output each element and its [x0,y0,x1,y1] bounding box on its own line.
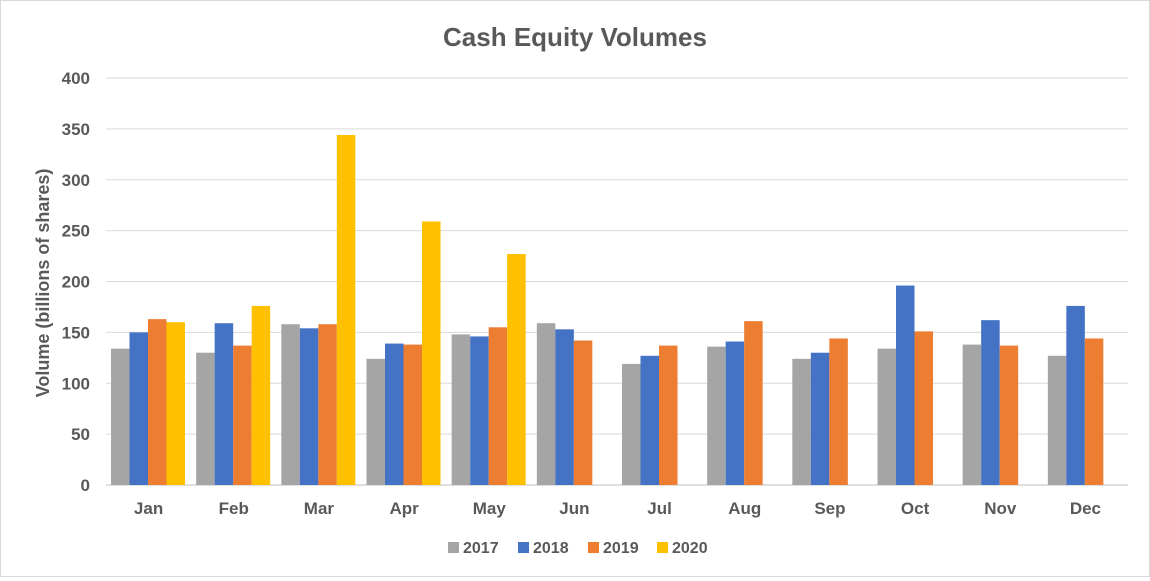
bar-2017-dec [1047,355,1067,485]
bar-2019-may [488,327,508,485]
bar-2017-jun [536,323,556,485]
bar-2020-jan [166,322,185,485]
x-axis-ticks: Jan Feb Mar Apr May Jun Jul Aug Sep Oct Nov Dec [134,499,1101,518]
legend-label-2020: 2020 [672,540,708,557]
y-tick-label: 0 [81,476,90,495]
legend: 2017 2018 2019 2020 [448,540,708,557]
bar-2018-mar [299,328,319,485]
bar-2018-sep [810,352,830,485]
bar-2019-oct [914,331,933,485]
bar-2020-feb [251,305,271,485]
bar-2019-apr [403,344,422,485]
bar-2018-jun [555,329,574,485]
bar-2017-may [451,334,471,485]
bar-2018-apr [385,343,404,485]
bar-2017-jan [111,348,130,485]
y-tick-label: 50 [71,425,90,444]
bar-2020-mar [336,134,356,486]
bar-2018-feb [214,323,234,485]
bar-2018-may [470,336,489,485]
y-tick-label: 100 [62,374,90,393]
legend-label-2017: 2017 [463,540,499,557]
y-tick-label: 200 [62,273,90,292]
bar-2017-sep [792,358,811,485]
y-tick-label: 400 [62,69,90,88]
bar-2019-jan [148,319,167,485]
bar-2019-jul [659,345,678,485]
bars [111,134,1104,486]
x-tick-label: Jul [647,499,672,518]
bar-2018-nov [981,320,1000,485]
y-tick-label: 350 [62,120,90,139]
bar-2017-nov [962,344,982,485]
y-tick-label: 250 [62,222,90,241]
gridlines [106,77,1128,486]
y-axis-label: Volume (billions of shares) [33,169,53,398]
bar-2019-dec [1084,338,1104,485]
bar-2018-jan [129,332,148,485]
bar-2019-jun [573,340,593,485]
x-tick-label: Sep [814,499,845,518]
bar-2020-may [507,254,526,485]
bar-2018-aug [725,341,745,485]
x-tick-label: Aug [728,499,761,518]
bar-2018-jul [640,355,659,485]
x-tick-label: May [473,499,507,518]
x-tick-label: Nov [984,499,1017,518]
x-tick-label: Jun [559,499,589,518]
legend-swatch-2020 [657,542,668,553]
legend-label-2019: 2019 [603,540,639,557]
bar-2017-oct [877,348,896,485]
bar-2018-dec [1066,305,1085,485]
y-tick-label: 300 [62,171,90,190]
bar-2019-mar [318,324,337,485]
legend-label-2018: 2018 [533,540,569,557]
legend-swatch-2017 [448,542,459,553]
bar-2017-jul [622,363,641,485]
bar-2019-aug [744,321,763,485]
x-tick-label: Oct [901,499,930,518]
bar-2017-mar [281,324,300,485]
x-tick-label: Feb [219,499,249,518]
bar-2019-sep [829,338,848,485]
x-tick-label: Apr [389,499,419,518]
legend-swatch-2018 [518,542,529,553]
x-tick-label: Dec [1070,499,1101,518]
x-tick-label: Jan [134,499,163,518]
bar-2019-nov [999,345,1019,485]
bar-2019-feb [233,345,252,485]
bar-2017-feb [196,352,215,485]
bar-2017-apr [366,358,385,485]
y-axis-ticks: 0 50 100 150 200 250 300 350 400 [62,69,90,495]
x-tick-label: Mar [304,499,335,518]
y-tick-label: 150 [62,323,90,342]
legend-swatch-2019 [588,542,599,553]
bar-2017-aug [707,346,726,485]
chart-title: Cash Equity Volumes [443,22,707,52]
bar-2018-oct [896,285,915,485]
bar-2020-apr [422,221,441,485]
